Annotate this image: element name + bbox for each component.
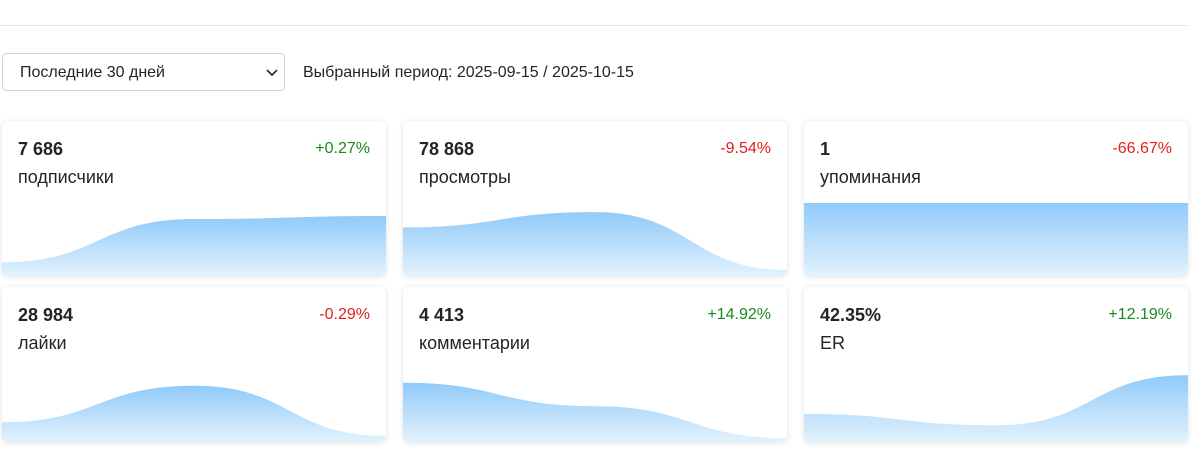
- period-select[interactable]: Последние 30 дней: [2, 53, 285, 91]
- sparkline: [2, 385, 386, 442]
- metric-card: 78 868 -9.54% просмотры: [403, 121, 787, 276]
- metric-label: комментарии: [419, 333, 530, 353]
- sparkline: [804, 375, 1188, 442]
- sparkline-area: [2, 215, 386, 276]
- sparkline: [2, 215, 386, 276]
- metric-card: 28 984 -0.29% лайки: [2, 287, 386, 442]
- metric-change: +0.27%: [315, 140, 370, 157]
- sparkline: [403, 382, 787, 442]
- metric-label: упоминания: [820, 167, 921, 187]
- metric-change: -9.54%: [720, 140, 771, 157]
- metric-change: +14.92%: [707, 306, 771, 323]
- metric-value: 28 984: [18, 305, 74, 325]
- metric-card: 42.35% +12.19% ER: [804, 287, 1188, 442]
- select-text: Последние 30 дней: [20, 64, 165, 81]
- sparkline: [804, 203, 1188, 276]
- metric-change: +12.19%: [1108, 306, 1172, 323]
- sparkline-area: [403, 212, 787, 276]
- metric-value: 7 686: [18, 139, 64, 159]
- metric-label: лайки: [18, 333, 67, 353]
- divider: [0, 25, 1188, 26]
- sparkline-area: [2, 385, 386, 442]
- metric-card: 7 686 +0.27% подписчики: [2, 121, 386, 276]
- sparkline-area: [804, 375, 1188, 442]
- metric-label: ER: [820, 333, 846, 353]
- metric-card: 1 -66.67% упоминания: [804, 121, 1188, 276]
- chevron: [266, 69, 278, 77]
- sparkline: [403, 212, 787, 276]
- sparkline-area: [804, 203, 1188, 276]
- metric-card: 4 413 +14.92% комментарии: [403, 287, 787, 442]
- metric-value: 1: [820, 139, 831, 159]
- metric-value: 78 868: [419, 139, 475, 159]
- metric-value: 4 413: [419, 305, 465, 325]
- period-text: Выбранный период: 2025-09-15 / 2025-10-1…: [303, 64, 634, 81]
- metric-value: 42.35%: [820, 305, 882, 325]
- metric-change: -66.67%: [1112, 140, 1172, 157]
- sparkline-area: [403, 382, 787, 442]
- metric-label: подписчики: [18, 167, 114, 187]
- metric-change: -0.29%: [319, 306, 370, 323]
- metric-label: просмотры: [419, 167, 511, 187]
